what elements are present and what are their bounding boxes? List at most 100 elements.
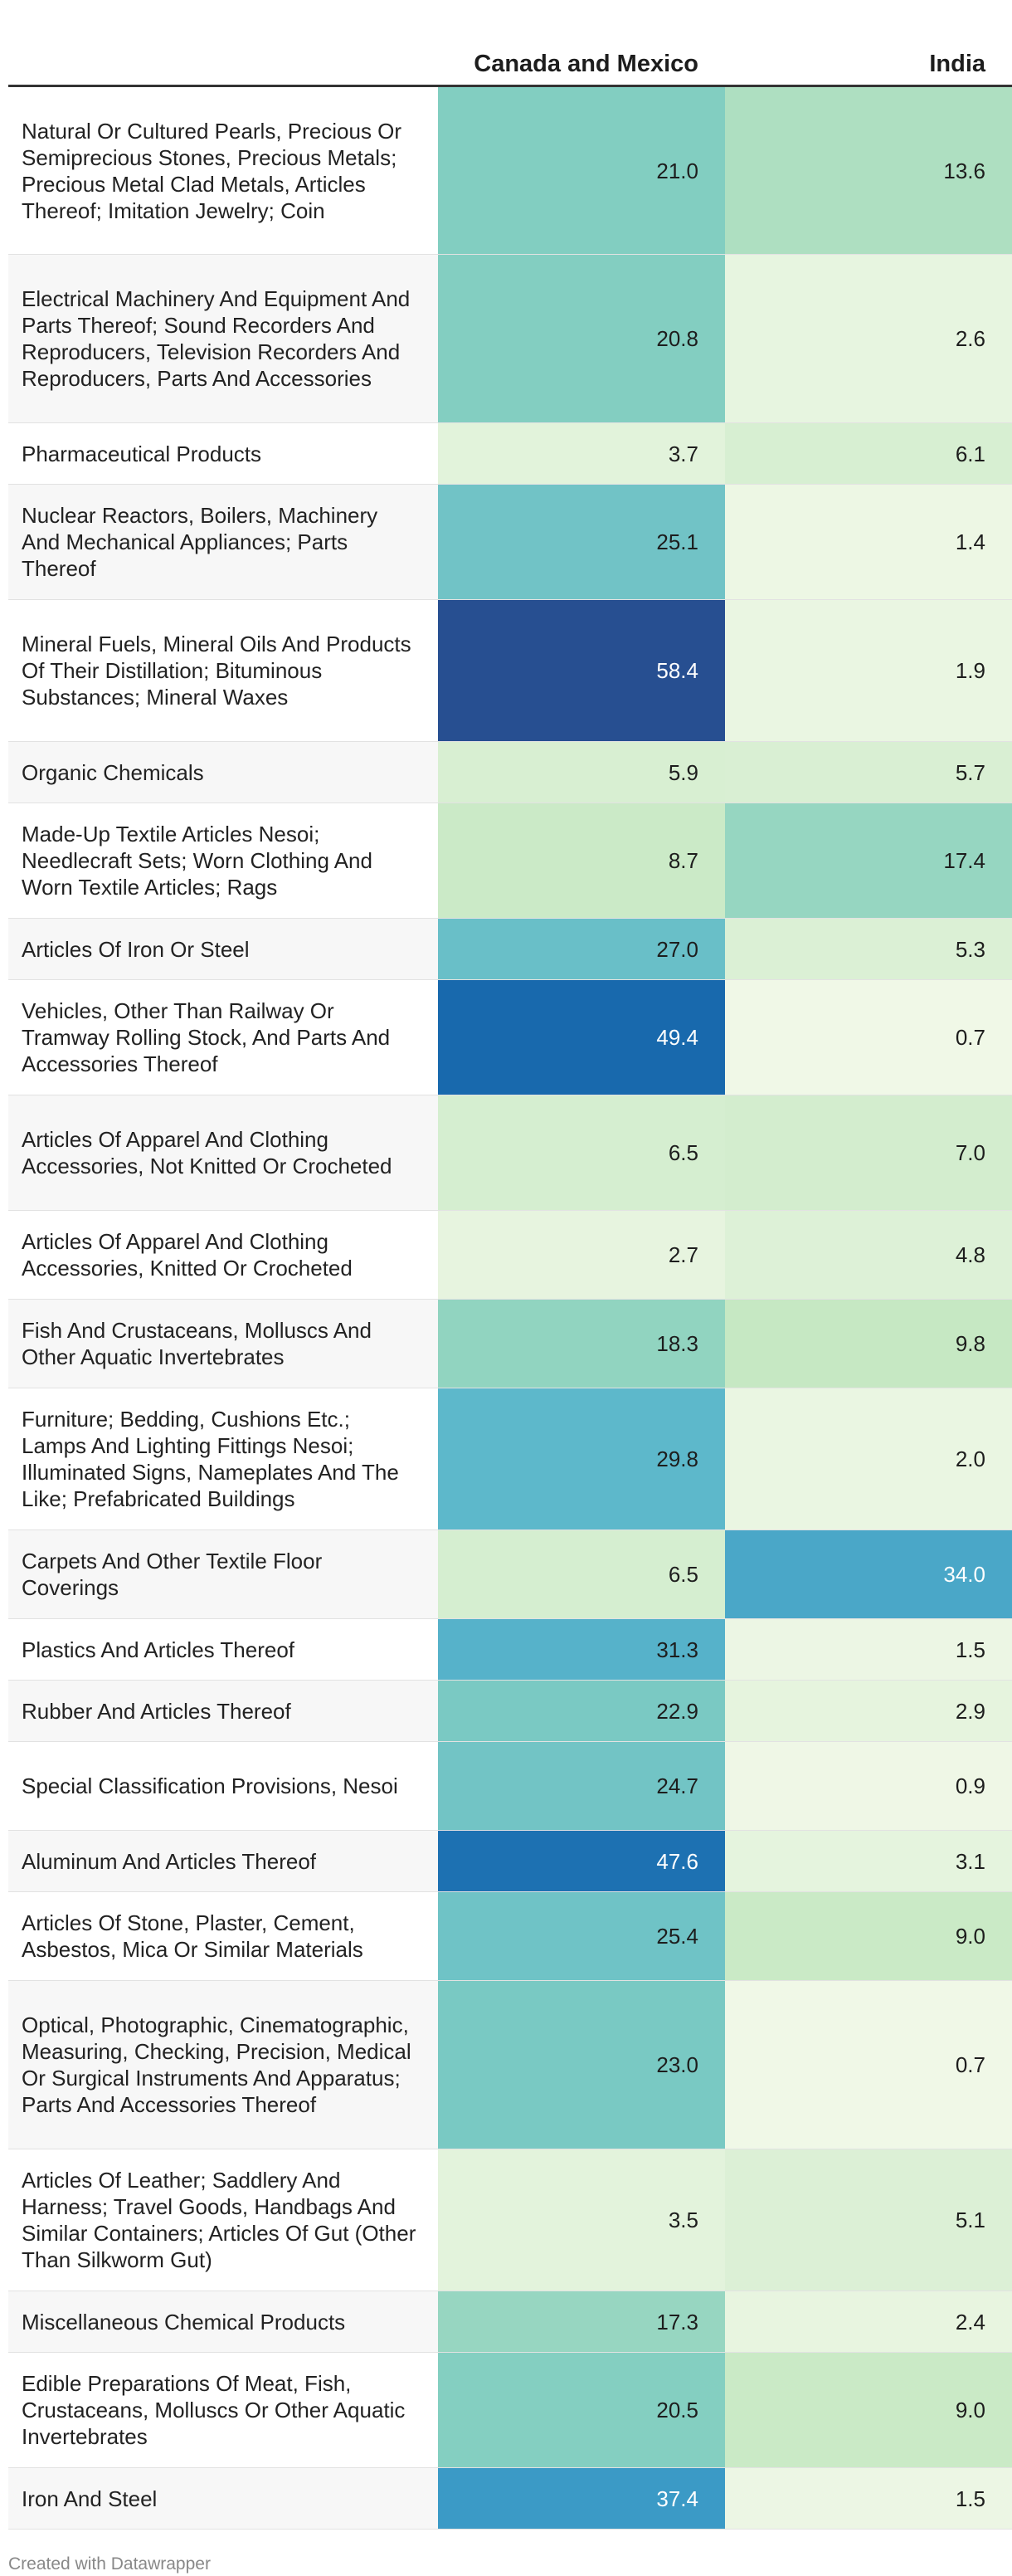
heatmap-cell: 3.5 bbox=[438, 2149, 725, 2291]
table-row: Articles Of Iron Or Steel 27.0 5.3 bbox=[8, 918, 1012, 980]
heatmap-cell: 5.1 bbox=[725, 2149, 1012, 2291]
heatmap-cell: 24.7 bbox=[438, 1741, 725, 1831]
heatmap-cell: 6.1 bbox=[725, 422, 1012, 485]
cell-value: 6.5 bbox=[668, 1140, 698, 1165]
table-row: Pharmaceutical Products 3.7 6.1 bbox=[8, 422, 1012, 485]
heatmap-cell: 58.4 bbox=[438, 599, 725, 742]
table-row: Mineral Fuels, Mineral Oils And Products… bbox=[8, 599, 1012, 742]
cell-value: 5.7 bbox=[955, 759, 985, 785]
row-label: Rubber And Articles Thereof bbox=[8, 1680, 438, 1742]
heatmap-cell: 9.8 bbox=[725, 1299, 1012, 1388]
heatmap-cell: 2.4 bbox=[725, 2291, 1012, 2353]
cell-value: 24.7 bbox=[656, 1773, 698, 1798]
table-row: Rubber And Articles Thereof 22.9 2.9 bbox=[8, 1680, 1012, 1742]
heatmap-cell: 3.1 bbox=[725, 1830, 1012, 1892]
heatmap-cell: 6.5 bbox=[438, 1530, 725, 1619]
table-row: Articles Of Leather; Saddlery And Harnes… bbox=[8, 2149, 1012, 2291]
heatmap-cell: 1.9 bbox=[725, 599, 1012, 742]
cell-value: 2.9 bbox=[955, 1698, 985, 1724]
table-row: Electrical Machinery And Equipment And P… bbox=[8, 254, 1012, 423]
cell-value: 20.8 bbox=[656, 326, 698, 351]
heatmap-cell: 21.0 bbox=[438, 85, 725, 255]
cell-value: 3.1 bbox=[955, 1848, 985, 1874]
cell-value: 9.0 bbox=[955, 2398, 985, 2422]
row-label: Miscellaneous Chemical Products bbox=[8, 2291, 438, 2353]
row-label: Nuclear Reactors, Boilers, Machinery And… bbox=[8, 484, 438, 600]
cell-value: 6.1 bbox=[955, 441, 985, 466]
row-label: Articles Of Iron Or Steel bbox=[8, 918, 438, 980]
row-label: Pharmaceutical Products bbox=[8, 422, 438, 485]
row-label: Articles Of Leather; Saddlery And Harnes… bbox=[8, 2149, 438, 2291]
cell-value: 2.0 bbox=[955, 1447, 985, 1471]
row-label: Articles Of Apparel And Clothing Accesso… bbox=[8, 1210, 438, 1300]
cell-value: 31.3 bbox=[656, 1637, 698, 1662]
cell-value: 0.7 bbox=[955, 2052, 985, 2077]
cell-value: 5.9 bbox=[668, 759, 698, 785]
cell-value: 2.4 bbox=[955, 2309, 985, 2334]
heatmap-cell: 49.4 bbox=[438, 979, 725, 1095]
table-row: Special Classification Provisions, Nesoi… bbox=[8, 1741, 1012, 1831]
cell-value: 37.4 bbox=[656, 2486, 698, 2511]
table-row: Articles Of Apparel And Clothing Accesso… bbox=[8, 1210, 1012, 1300]
datawrapper-credit: Created with Datawrapper bbox=[8, 2554, 211, 2574]
table-row: Fish And Crustaceans, Molluscs And Other… bbox=[8, 1299, 1012, 1388]
row-label: Aluminum And Articles Thereof bbox=[8, 1830, 438, 1892]
column-header[interactable]: Canada and Mexico bbox=[438, 33, 725, 87]
cell-value: 8.7 bbox=[668, 848, 698, 873]
row-label: Articles Of Stone, Plaster, Cement, Asbe… bbox=[8, 1891, 438, 1981]
heatmap-cell: 0.9 bbox=[725, 1741, 1012, 1831]
heatmap-cell: 37.4 bbox=[438, 2467, 725, 2530]
heatmap-cell: 5.3 bbox=[725, 918, 1012, 980]
table-row: Vehicles, Other Than Railway Or Tramway … bbox=[8, 979, 1012, 1095]
heatmap-cell: 1.5 bbox=[725, 1618, 1012, 1681]
heatmap-table: Canada and Mexico India Natural Or Cultu… bbox=[8, 33, 1012, 2530]
row-label: Electrical Machinery And Equipment And P… bbox=[8, 254, 438, 423]
header-row: Canada and Mexico India bbox=[8, 33, 1012, 87]
cell-value: 6.5 bbox=[668, 1562, 698, 1587]
cell-value: 21.0 bbox=[656, 158, 698, 183]
heatmap-cell: 4.8 bbox=[725, 1210, 1012, 1300]
heatmap-cell: 8.7 bbox=[438, 803, 725, 919]
cell-value: 17.4 bbox=[943, 848, 985, 873]
cell-value: 25.1 bbox=[656, 529, 698, 554]
row-label: Optical, Photographic, Cinematographic, … bbox=[8, 1980, 438, 2149]
table-row: Iron And Steel 37.4 1.5 bbox=[8, 2467, 1012, 2530]
heatmap-cell: 20.8 bbox=[438, 254, 725, 423]
column-header[interactable] bbox=[8, 33, 438, 87]
row-label: Natural Or Cultured Pearls, Precious Or … bbox=[8, 85, 438, 255]
heatmap-cell: 25.4 bbox=[438, 1891, 725, 1981]
heatmap-cell: 25.1 bbox=[438, 484, 725, 600]
table-row: Articles Of Stone, Plaster, Cement, Asbe… bbox=[8, 1891, 1012, 1981]
cell-value: 49.4 bbox=[656, 1025, 698, 1050]
row-label: Plastics And Articles Thereof bbox=[8, 1618, 438, 1681]
heatmap-cell: 0.7 bbox=[725, 979, 1012, 1095]
table-row: Organic Chemicals 5.9 5.7 bbox=[8, 741, 1012, 803]
heatmap-cell: 0.7 bbox=[725, 1980, 1012, 2149]
cell-value: 0.7 bbox=[955, 1025, 985, 1050]
heatmap-cell: 23.0 bbox=[438, 1980, 725, 2149]
cell-value: 1.5 bbox=[955, 1637, 985, 1662]
cell-value: 47.6 bbox=[656, 1848, 698, 1874]
column-header[interactable]: India bbox=[725, 33, 1012, 87]
table-row: Edible Preparations Of Meat, Fish, Crust… bbox=[8, 2352, 1012, 2468]
table-body: Natural Or Cultured Pearls, Precious Or … bbox=[8, 85, 1012, 2530]
cell-value: 5.1 bbox=[955, 2208, 985, 2232]
cell-value: 25.4 bbox=[656, 1924, 698, 1949]
table-row: Made-Up Textile Articles Nesoi; Needlecr… bbox=[8, 803, 1012, 919]
heatmap-cell: 3.7 bbox=[438, 422, 725, 485]
cell-value: 2.6 bbox=[955, 326, 985, 351]
heatmap-cell: 2.9 bbox=[725, 1680, 1012, 1742]
row-label: Iron And Steel bbox=[8, 2467, 438, 2530]
table-row: Furniture; Bedding, Cushions Etc.; Lamps… bbox=[8, 1388, 1012, 1530]
table-row: Articles Of Apparel And Clothing Accesso… bbox=[8, 1095, 1012, 1211]
row-label: Made-Up Textile Articles Nesoi; Needlecr… bbox=[8, 803, 438, 919]
heatmap-cell: 5.9 bbox=[438, 741, 725, 803]
row-label: Edible Preparations Of Meat, Fish, Crust… bbox=[8, 2352, 438, 2468]
cell-value: 34.0 bbox=[943, 1562, 985, 1587]
heatmap-cell: 2.7 bbox=[438, 1210, 725, 1300]
cell-value: 3.5 bbox=[668, 2208, 698, 2232]
heatmap-cell: 13.6 bbox=[725, 85, 1012, 255]
cell-value: 1.9 bbox=[955, 658, 985, 683]
cell-value: 1.5 bbox=[955, 2486, 985, 2511]
cell-value: 58.4 bbox=[656, 658, 698, 683]
